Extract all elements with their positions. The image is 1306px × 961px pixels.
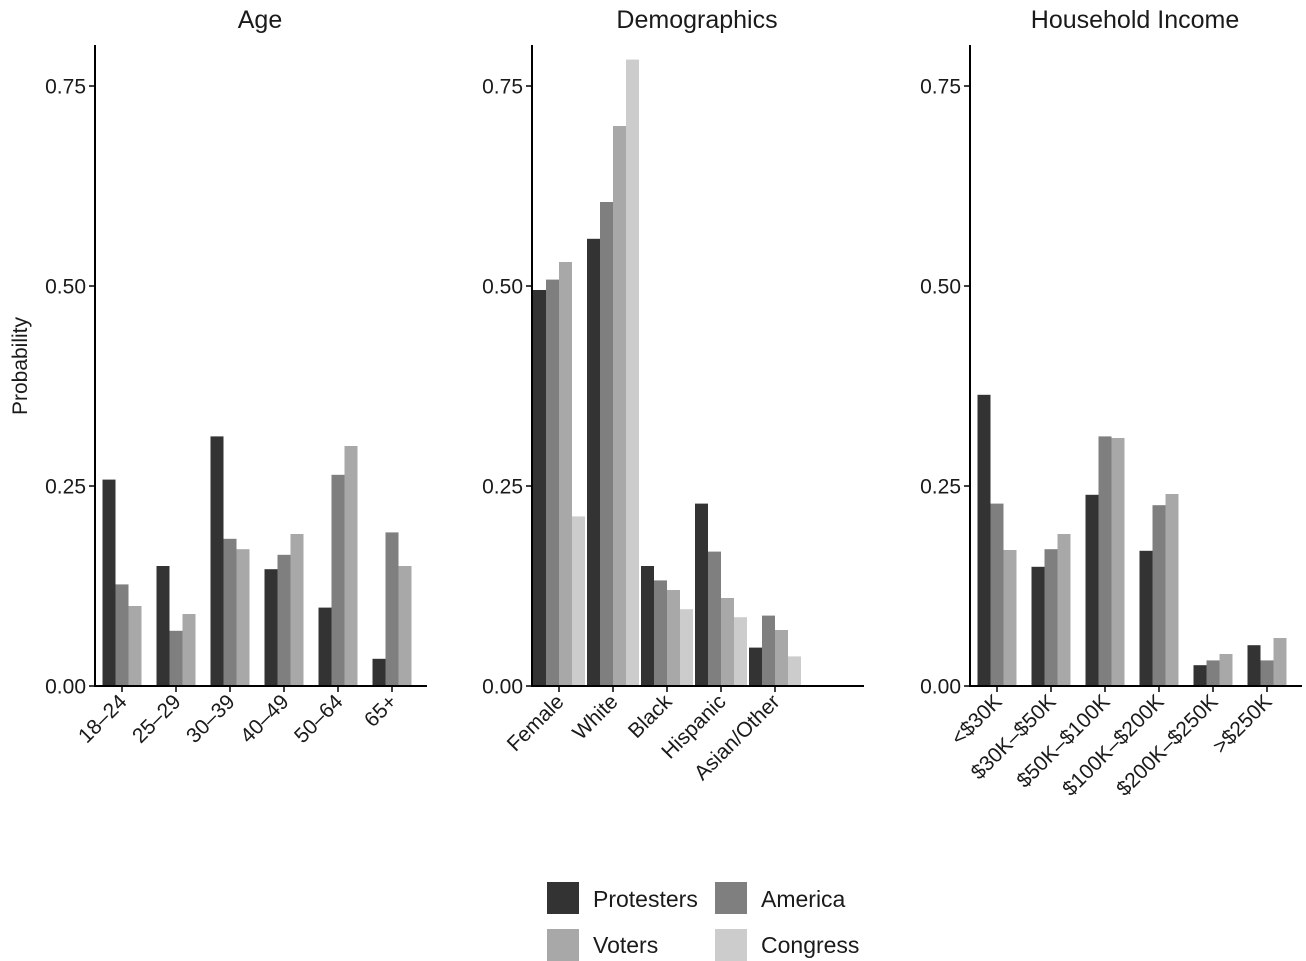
bar-protesters-asian-other <box>749 647 762 686</box>
bar-america-hispanic <box>708 551 721 686</box>
bar-voters-200k-250k <box>1219 654 1233 686</box>
bar-voters-30k-50k <box>1057 534 1071 686</box>
bar-america-200k-250k <box>1206 660 1220 686</box>
bar-voters-65 <box>398 566 412 686</box>
bar-america-250k <box>1260 660 1274 686</box>
bar-voters-asian-other <box>775 630 788 686</box>
panel-title: Household Income <box>1031 6 1239 34</box>
bar-america-black <box>654 580 667 686</box>
x-tick-label: 25–29 <box>128 690 186 748</box>
panel-age: Age 0.00 0.25 0.50 0.75 18–2425–2930–3940–495… <box>45 6 427 748</box>
bar-america-asian-other <box>762 615 775 686</box>
y-tick-label: 0.50 <box>482 276 523 299</box>
bar-america-65 <box>385 532 399 686</box>
bar-voters-30-39 <box>236 549 250 686</box>
bar-protesters-65 <box>372 658 386 686</box>
bar-america-25-29 <box>169 630 183 686</box>
bar-protesters-25-29 <box>156 566 170 686</box>
bar-america-30k-50k <box>1044 549 1058 686</box>
bar-voters-50k-100k <box>1111 438 1125 686</box>
panel-title: Demographics <box>616 6 777 34</box>
bar-congress-female <box>572 516 585 686</box>
y-tick-label: 0.00 <box>920 676 961 699</box>
legend-swatch-protesters <box>547 882 579 914</box>
bar-voters-30k <box>1003 550 1017 686</box>
bar-voters-hispanic <box>721 598 734 686</box>
bar-protesters-250k <box>1247 645 1261 686</box>
bar-protesters-female <box>533 290 546 686</box>
bar-protesters-200k-250k <box>1193 665 1207 686</box>
bar-congress-black <box>680 609 693 686</box>
bar-america-40-49 <box>277 554 291 686</box>
panel-title: Age <box>238 6 282 34</box>
x-tick-label: >$250K <box>1209 690 1277 758</box>
y-tick-label: 0.75 <box>482 76 523 99</box>
bar-protesters-18-24 <box>102 479 116 686</box>
bar-voters-25-29 <box>182 614 196 686</box>
bar-america-50-64 <box>331 474 345 686</box>
bar-protesters-40-49 <box>264 569 278 686</box>
bar-protesters-30-39 <box>210 436 224 686</box>
legend-label-america: America <box>761 886 846 912</box>
y-tick-label: 0.75 <box>45 76 86 99</box>
bar-america-female <box>546 279 559 686</box>
bar-america-30-39 <box>223 538 237 686</box>
bar-america-100k-200k <box>1152 505 1166 686</box>
y-tick-label: 0.50 <box>920 276 961 299</box>
bar-protesters-30k-50k <box>1031 566 1045 686</box>
bar-protesters-50-64 <box>318 607 332 686</box>
bar-voters-black <box>667 590 680 686</box>
x-tick-label: 40–49 <box>236 690 294 748</box>
legend-swatch-voters <box>547 929 579 961</box>
bar-protesters-50k-100k <box>1085 494 1099 686</box>
bar-protesters-black <box>641 566 654 686</box>
bar-voters-40-49 <box>290 534 304 686</box>
bar-protesters-hispanic <box>695 503 708 686</box>
bar-voters-18-24 <box>128 606 142 686</box>
legend: Protesters America Voters Congress <box>547 882 859 961</box>
bar-america-30k <box>990 503 1004 686</box>
bar-america-18-24 <box>115 584 129 686</box>
y-tick-label: 0.00 <box>482 676 523 699</box>
panel-household-income: Household Income0.000.250.500.75<$30K$30… <box>920 6 1302 801</box>
bar-protesters-30k <box>977 394 991 686</box>
bar-voters-female <box>559 262 572 686</box>
bar-protesters-white <box>587 238 600 687</box>
y-axis-label: Probability <box>9 316 32 415</box>
bar-america-50k-100k <box>1098 436 1112 686</box>
y-tick-label: 0.25 <box>482 476 523 499</box>
bar-congress-hispanic <box>734 617 747 686</box>
bar-voters-50-64 <box>344 446 358 686</box>
chart-panels: Age 0.00 0.25 0.50 0.75 18–2425–2930–3940–495… <box>45 6 1302 801</box>
legend-swatch-congress <box>715 929 747 961</box>
x-tick-label: White <box>568 690 622 744</box>
x-tick-label: 30–39 <box>182 690 240 748</box>
x-tick-label: 50–64 <box>290 690 348 748</box>
legend-label-voters: Voters <box>593 932 658 958</box>
y-tick-label: 0.25 <box>45 476 86 499</box>
legend-swatch-america <box>715 882 747 914</box>
y-tick-label: 0.75 <box>920 76 961 99</box>
x-tick-label: Female <box>503 690 569 756</box>
bar-voters-250k <box>1273 638 1287 686</box>
legend-label-protesters: Protesters <box>593 886 698 912</box>
x-tick-label: 65+ <box>360 690 401 731</box>
bar-congress-asian-other <box>788 656 801 686</box>
bar-congress-white <box>626 59 639 687</box>
y-tick-label: 0.50 <box>45 276 86 299</box>
bar-protesters-100k-200k <box>1139 550 1153 686</box>
bar-voters-white <box>613 126 626 686</box>
y-tick-label: 0.00 <box>45 676 86 699</box>
bar-voters-100k-200k <box>1165 494 1179 686</box>
y-tick-label: 0.25 <box>920 476 961 499</box>
legend-label-congress: Congress <box>761 932 859 958</box>
x-tick-label: 18–24 <box>74 690 132 748</box>
bar-america-white <box>600 202 613 686</box>
